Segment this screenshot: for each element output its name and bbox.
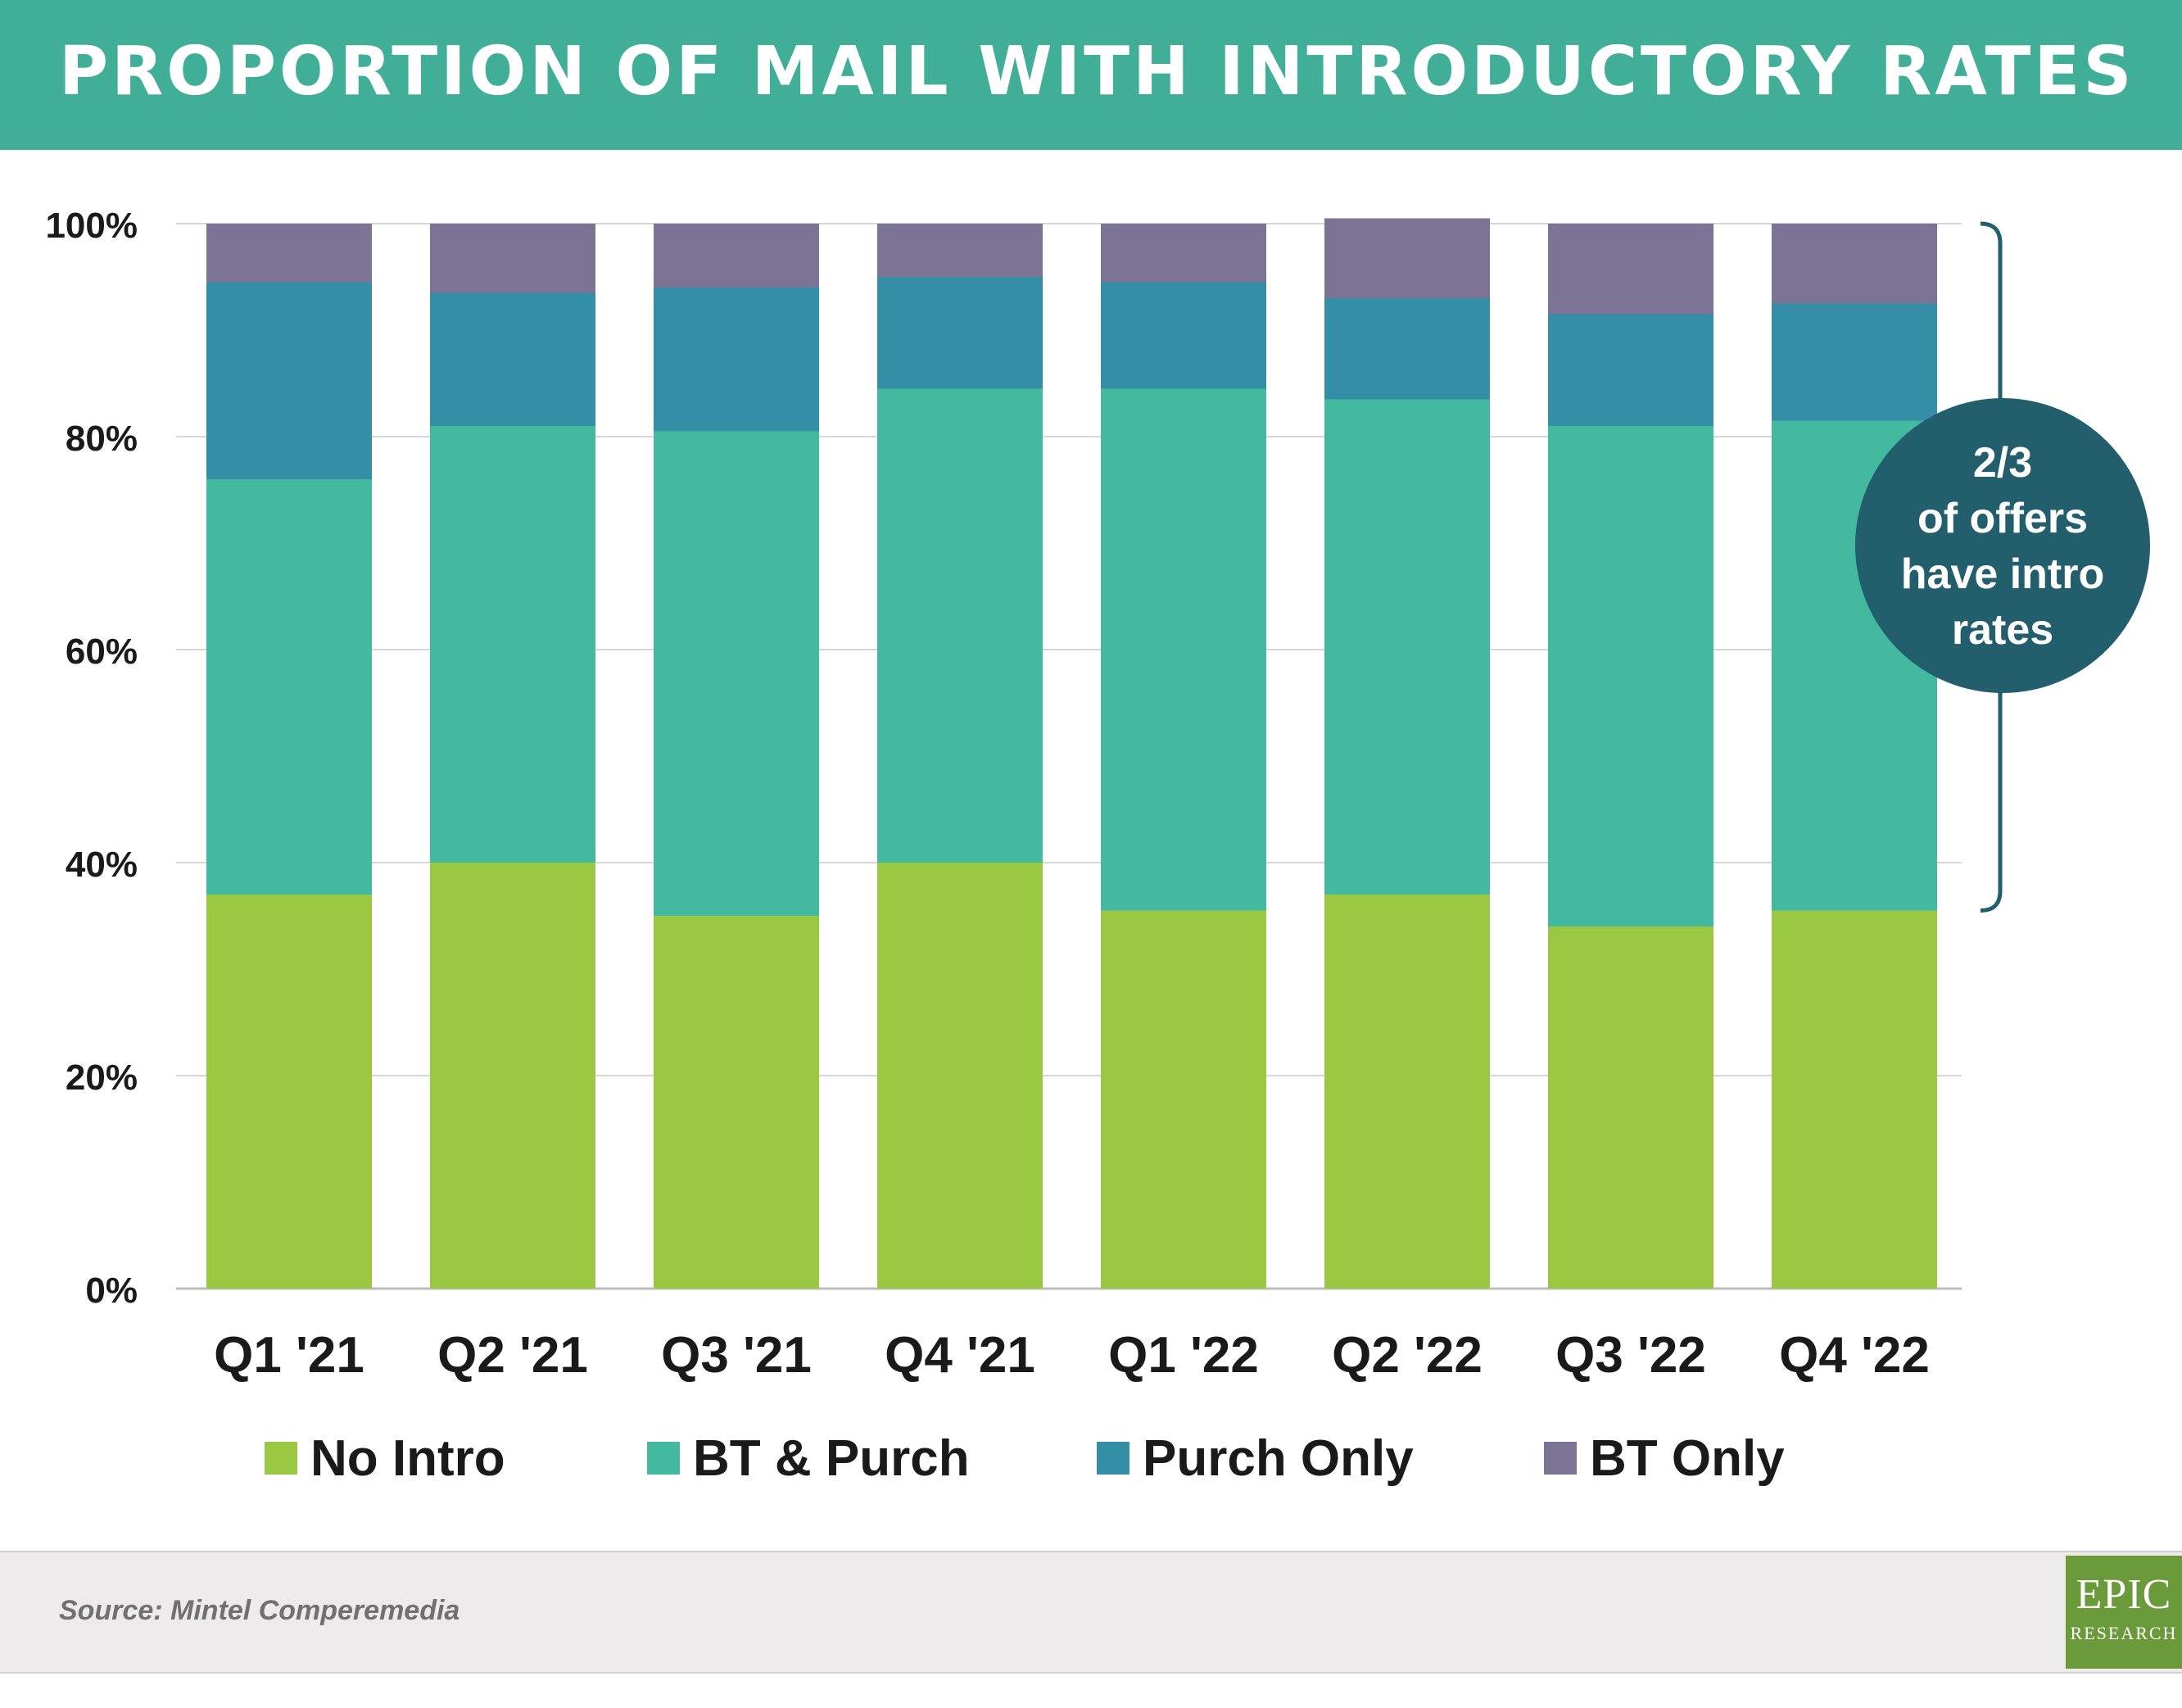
bar-segment-purch-only: [1772, 303, 1937, 421]
bar-segment-purch-only: [1324, 298, 1490, 400]
x-tick-label: Q2 '22: [1332, 1327, 1483, 1384]
x-tick-label: Q1 '21: [214, 1327, 364, 1384]
y-tick-label: 60%: [66, 632, 138, 672]
source-note: Source: Mintel Comperemedia: [59, 1595, 460, 1626]
bar-segment-bt-only: [1324, 218, 1490, 298]
y-tick-label: 0%: [85, 1271, 138, 1311]
bar-segment-bt-only: [654, 224, 819, 288]
bar-segment-bt-purch: [1101, 388, 1266, 911]
bar-segment-no-intro: [877, 863, 1043, 1289]
chart-title: PROPORTION OF MAIL WITH INTRODUCTORY RAT…: [59, 33, 2135, 111]
bar-segment-no-intro: [206, 895, 372, 1289]
bar-segment-purch-only: [1101, 282, 1266, 389]
legend-label: Purch Only: [1143, 1429, 1414, 1487]
x-tick-label: Q2 '21: [437, 1327, 588, 1384]
bar-segment-bt-only: [206, 224, 372, 283]
annotation-text: 2/3: [1973, 439, 2032, 487]
header-banner: PROPORTION OF MAIL WITH INTRODUCTORY RAT…: [0, 0, 2182, 150]
stacked-bar-chart: 0% 20% 40% 60% 80% 100% Q1 '21 Q2 '21 Q3 '21 Q4 '…: [45, 206, 2150, 1384]
annotation-text: rates: [1952, 606, 2053, 654]
bar-segment-purch-only: [430, 292, 595, 426]
legend-swatch: [647, 1442, 680, 1475]
y-tick-label: 80%: [66, 419, 138, 459]
bar-segment-no-intro: [1101, 910, 1266, 1289]
epic-research-logo: EPIC RESEARCH: [2066, 1556, 2182, 1669]
bar-segment-no-intro: [654, 916, 819, 1289]
x-tick-label: Q3 '21: [661, 1327, 812, 1384]
legend-swatch: [1544, 1442, 1577, 1475]
legend-item: No Intro: [265, 1429, 505, 1487]
bar-segment-purch-only: [877, 277, 1043, 389]
legend-label: BT Only: [1590, 1429, 1785, 1487]
legend-item: Purch Only: [1097, 1429, 1414, 1487]
logo-main-text: EPIC: [2076, 1571, 2172, 1618]
bar-segment-bt-only: [430, 224, 595, 293]
footer: Source: Mintel Comperemedia EPIC RESEARC…: [0, 1551, 2182, 1674]
legend-label: BT & Purch: [693, 1429, 970, 1487]
bar-segment-bt-only: [877, 224, 1043, 277]
bar-segment-purch-only: [1548, 314, 1713, 426]
bar-segment-no-intro: [1548, 926, 1713, 1289]
bar-segment-bt-purch: [1324, 399, 1490, 895]
bar-segment-bt-purch: [206, 479, 372, 895]
bar-segment-bt-only: [1772, 224, 1937, 304]
bar-segment-no-intro: [1324, 895, 1490, 1289]
x-tick-label: Q4 '22: [1779, 1327, 1930, 1384]
bar-segment-bt-only: [1548, 224, 1713, 315]
legend-swatch: [1097, 1442, 1129, 1475]
legend-item: BT Only: [1544, 1429, 1785, 1487]
legend-item: BT & Purch: [647, 1429, 970, 1487]
y-tick-label: 100%: [45, 206, 138, 246]
bar-segment-bt-only: [1101, 224, 1266, 283]
logo-sub-text: RESEARCH: [2070, 1623, 2178, 1643]
chart-legend: No Intro BT & Purch Purch Only BT Only: [0, 1429, 2182, 1487]
bar-segment-bt-purch: [654, 431, 819, 916]
bar-segment-bt-purch: [877, 388, 1043, 863]
bar-segment-bt-purch: [430, 426, 595, 863]
x-tick-label: Q3 '22: [1555, 1327, 1706, 1384]
bar-segment-no-intro: [430, 863, 595, 1289]
x-tick-label: Q4 '21: [885, 1327, 1035, 1384]
legend-label: No Intro: [310, 1429, 505, 1487]
x-tick-label: Q1 '22: [1108, 1327, 1259, 1384]
bar-segment-no-intro: [1772, 910, 1937, 1289]
y-tick-label: 40%: [66, 845, 138, 885]
annotation-circle: [1855, 398, 2150, 693]
bar-segment-purch-only: [206, 282, 372, 479]
bar-segment-purch-only: [654, 288, 819, 432]
annotation-text: of offers: [1917, 495, 2088, 542]
legend-swatch: [265, 1442, 297, 1475]
bar-segment-bt-purch: [1548, 426, 1713, 926]
annotation-text: have intro: [1901, 550, 2105, 598]
y-tick-label: 20%: [66, 1058, 138, 1098]
